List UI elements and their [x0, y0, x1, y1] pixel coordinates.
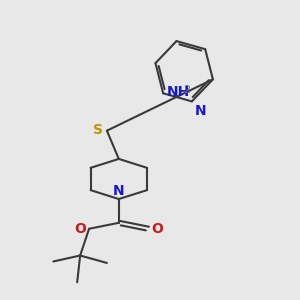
- Text: O: O: [74, 222, 86, 236]
- Text: O: O: [152, 222, 164, 236]
- Text: NH: NH: [167, 85, 190, 99]
- Text: 2: 2: [183, 85, 190, 95]
- Text: S: S: [93, 123, 103, 137]
- Text: N: N: [194, 104, 206, 118]
- Text: N: N: [113, 184, 124, 198]
